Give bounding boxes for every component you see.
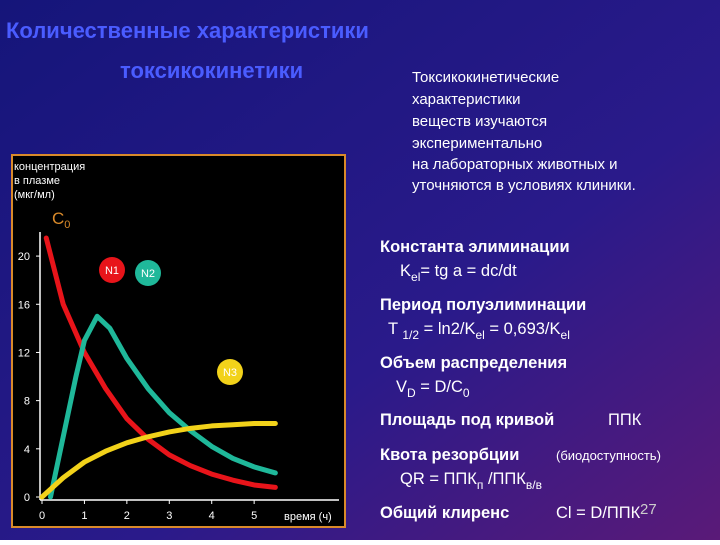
chart: концентрация в плазме (мкг/мл) C0 время … bbox=[11, 154, 346, 528]
chart-panel bbox=[11, 154, 346, 528]
x-tick-label: 2 bbox=[124, 510, 130, 522]
item-formula: VD = D/C0 bbox=[396, 378, 470, 400]
x-tick-label: 1 bbox=[81, 510, 87, 522]
item-formula: QR = ППКп /ППКв/в bbox=[400, 470, 542, 492]
y-tick-label: 20 bbox=[18, 251, 30, 263]
page-number: 27 bbox=[640, 501, 657, 518]
curve bbox=[47, 313, 278, 500]
item-formula: T 1/2 = ln2/Kel = 0,693/Kel bbox=[388, 320, 570, 342]
intro-line: на лабораторных животных и bbox=[412, 156, 618, 173]
y-axis-label: концентрация bbox=[14, 161, 85, 173]
intro-line: экспериментально bbox=[412, 135, 542, 152]
x-tick-label: 3 bbox=[166, 510, 172, 522]
item-note: (биодоступность) bbox=[556, 448, 661, 463]
item-formula: ППК bbox=[608, 411, 642, 429]
item-label: Общий клиренс bbox=[380, 504, 509, 522]
y-tick-label: 16 bbox=[18, 299, 30, 311]
intro-line: Токсикокинетические bbox=[412, 69, 559, 86]
item-label: Квота резорбции bbox=[380, 446, 519, 464]
y-tick-label: 4 bbox=[24, 444, 30, 456]
intro: Токсикокинетические характеристики вещес… bbox=[412, 69, 636, 194]
intro-line: характеристики bbox=[412, 91, 521, 108]
curve bbox=[43, 235, 278, 490]
items: Константа элиминации Kel= tg a = dc/dt П… bbox=[380, 238, 661, 522]
legend-label: N1 bbox=[105, 265, 119, 277]
legend-label: N2 bbox=[141, 268, 155, 280]
title-line: токсикокинетики bbox=[120, 58, 303, 83]
item-formula: Kel= tg a = dc/dt bbox=[400, 262, 517, 284]
y-tick-label: 0 bbox=[24, 492, 30, 504]
curve bbox=[39, 421, 278, 500]
legend-marker bbox=[217, 359, 243, 385]
y-axis-label: в плазме bbox=[14, 175, 60, 187]
item-label: Объем распределения bbox=[380, 354, 567, 372]
item-label: Период полуэлиминации bbox=[380, 296, 586, 314]
y-tick-label: 8 bbox=[24, 396, 30, 408]
item-label: Константа элиминации bbox=[380, 238, 570, 256]
start-label: C0 bbox=[52, 209, 70, 231]
legend-label: N3 bbox=[223, 367, 237, 379]
item-formula: Cl = D/ППК bbox=[556, 504, 641, 522]
x-tick-label: 0 bbox=[39, 510, 45, 522]
legend-marker bbox=[135, 260, 161, 286]
intro-line: уточняются в условиях клиники. bbox=[412, 177, 636, 194]
legend-marker bbox=[99, 257, 125, 283]
title-line: Количественные характеристики bbox=[6, 18, 369, 43]
y-axis-label: (мкг/мл) bbox=[14, 189, 55, 201]
x-tick-label: 5 bbox=[251, 510, 257, 522]
intro-line: веществ изучаются bbox=[412, 113, 547, 130]
y-tick-label: 12 bbox=[18, 347, 30, 359]
x-tick-label: 4 bbox=[209, 510, 215, 522]
x-axis-label: время (ч) bbox=[284, 511, 332, 523]
item-label: Площадь под кривой bbox=[380, 411, 554, 429]
